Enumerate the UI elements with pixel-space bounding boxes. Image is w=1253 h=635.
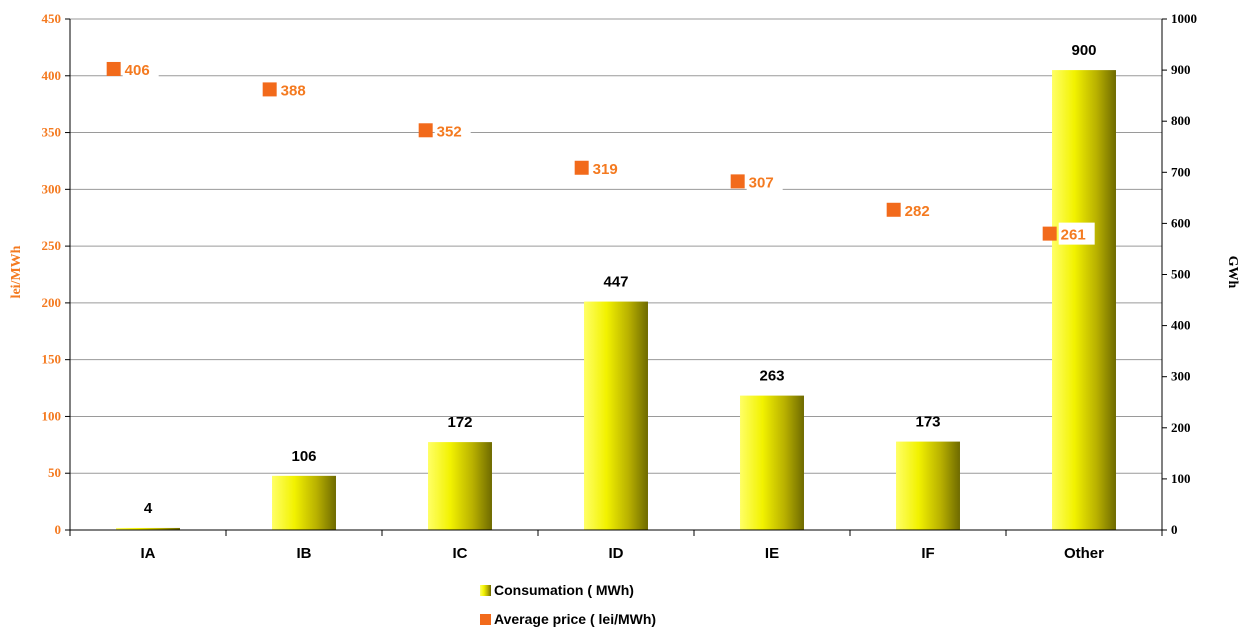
bar-value-label: 106	[291, 448, 316, 465]
left-tick-label: 100	[42, 408, 62, 423]
consumption-bar	[896, 441, 960, 530]
bars	[116, 70, 1116, 530]
left-tick-label: 250	[42, 238, 62, 253]
axes: 0501001502002503003504004500100200300400…	[42, 11, 1198, 562]
right-tick-label: 300	[1171, 369, 1191, 384]
price-marker	[730, 174, 745, 189]
legend-item-consumation: Consumation ( MWh)	[480, 582, 634, 598]
price-value-label: 319	[593, 161, 618, 178]
legend-item-average-price: Average price ( lei/MWh)	[480, 611, 656, 627]
right-tick-label: 800	[1171, 113, 1191, 128]
price-marker	[886, 202, 901, 217]
bar-value-label: 900	[1071, 42, 1096, 59]
price-label-background	[122, 57, 159, 80]
right-tick-label: 900	[1171, 62, 1191, 77]
data-labels: 4 406 106 388 172 352 447 319 263 307 173 282 900 261	[122, 42, 1097, 517]
category-label: ID	[609, 545, 624, 562]
left-tick-label: 150	[42, 352, 62, 367]
bar-value-label: 263	[759, 368, 784, 385]
price-label-background	[902, 198, 939, 221]
price-marker	[1042, 226, 1057, 241]
right-tick-label: 500	[1171, 267, 1191, 282]
legend: Consumation ( MWh) Average price ( lei/M…	[480, 582, 656, 627]
right-tick-label: 400	[1171, 318, 1191, 333]
consumption-bar	[272, 475, 336, 530]
price-marker	[574, 160, 589, 175]
legend-label-consumation: Consumation ( MWh)	[494, 582, 634, 598]
left-tick-label: 400	[42, 68, 62, 83]
right-tick-label: 200	[1171, 420, 1191, 435]
gridlines	[70, 18, 1162, 474]
consumption-bar	[116, 527, 180, 530]
right-tick-label: 600	[1171, 215, 1191, 230]
bar-value-label: 173	[915, 414, 940, 431]
bar-value-label: 172	[447, 414, 472, 431]
left-tick-label: 300	[42, 181, 62, 196]
price-marker	[418, 123, 433, 138]
price-value-label: 388	[281, 82, 306, 99]
left-tick-label: 0	[55, 522, 62, 537]
category-label: IF	[921, 545, 934, 562]
legend-label-average-price: Average price ( lei/MWh)	[494, 611, 656, 627]
bar-value-label: 4	[144, 500, 153, 517]
price-value-label: 406	[125, 62, 150, 79]
price-label-background	[1058, 222, 1095, 245]
right-tick-label: 100	[1171, 471, 1191, 486]
right-tick-label: 0	[1171, 522, 1178, 537]
left-tick-label: 450	[42, 11, 62, 26]
consumption-bar	[1052, 70, 1116, 530]
price-label-background	[434, 119, 471, 142]
category-label: IB	[297, 545, 312, 562]
right-tick-label: 1000	[1171, 11, 1197, 26]
price-marker	[262, 82, 277, 97]
price-value-label: 282	[905, 203, 930, 220]
price-marker	[106, 61, 121, 76]
left-tick-label: 350	[42, 125, 62, 140]
price-markers	[106, 61, 1057, 241]
category-label: IA	[141, 545, 156, 562]
consumption-bar	[584, 301, 648, 530]
left-tick-label: 200	[42, 295, 62, 310]
price-value-label: 261	[1061, 227, 1086, 244]
legend-price-swatch	[480, 614, 491, 625]
left-axis-title: lei/MWh	[9, 245, 24, 298]
category-label: IE	[765, 545, 779, 562]
consumption-bar	[740, 395, 804, 530]
right-tick-label: 700	[1171, 164, 1191, 179]
price-value-label: 307	[749, 174, 774, 191]
category-label: Other	[1064, 545, 1104, 562]
price-label-background	[590, 156, 627, 179]
legend-bar-swatch	[480, 585, 491, 596]
price-label-background	[746, 170, 783, 193]
category-label: IC	[453, 545, 468, 562]
left-tick-label: 50	[48, 465, 61, 480]
right-axis-title: GWh	[1225, 256, 1240, 289]
consumption-bar	[428, 442, 492, 530]
price-label-background	[278, 78, 315, 101]
bar-value-label: 447	[603, 274, 628, 291]
price-value-label: 352	[437, 123, 462, 140]
